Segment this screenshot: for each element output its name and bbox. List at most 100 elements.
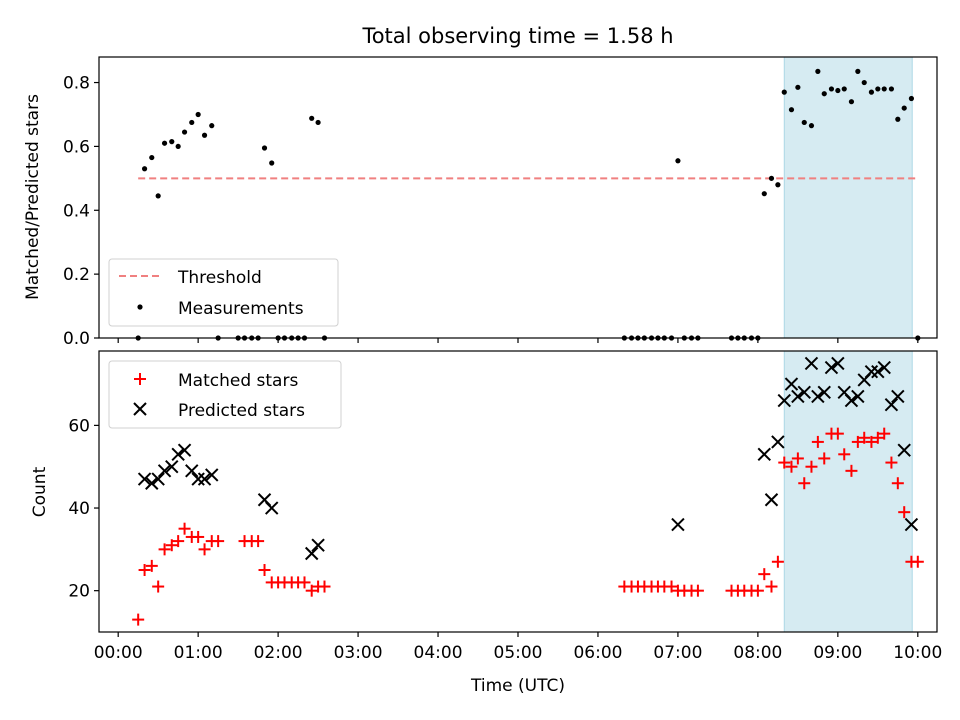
predicted-star-point — [864, 364, 879, 379]
matched-star-point — [845, 464, 858, 477]
x-tick-label: 05:00 — [494, 643, 543, 663]
measurement-point — [161, 140, 168, 146]
bottom-legend: Matched stars Predicted stars — [108, 360, 342, 429]
legend-matched-label: Matched stars — [178, 371, 298, 391]
matched-star-point — [831, 427, 844, 440]
predicted-star-point — [757, 447, 771, 462]
predicted-star-point — [871, 364, 885, 379]
legend-threshold-label: Threshold — [177, 268, 262, 288]
matched-star-point — [811, 435, 824, 448]
y-tick-label: 0.2 — [63, 265, 90, 285]
matched-star-point — [758, 568, 771, 581]
predicted-star-point — [797, 385, 811, 400]
y-tick-label: 60 — [68, 416, 90, 436]
matched-star-point — [911, 555, 924, 568]
predicted-star-point — [304, 546, 319, 561]
matched-star-point — [198, 543, 211, 556]
measurement-point — [788, 107, 795, 113]
predicted-star-point — [884, 398, 899, 412]
measurement-point — [888, 86, 895, 92]
measurement-point — [821, 91, 827, 97]
measurement-point — [815, 68, 821, 74]
matched-star-point — [178, 522, 191, 535]
top-panel: 0.00.20.40.60.8 Matched/Predicted stars … — [23, 56, 938, 349]
measurement-point — [848, 99, 855, 105]
y-tick-label: 0.8 — [63, 74, 90, 94]
matched-star-point — [212, 535, 225, 548]
measurement-point — [209, 123, 215, 129]
y-tick-label: 0.0 — [63, 329, 90, 349]
matched-star-point — [158, 543, 171, 556]
predicted-star-point — [165, 459, 179, 474]
matched-stars-points — [132, 427, 924, 626]
predicted-star-point — [897, 443, 911, 457]
predicted-star-point — [877, 360, 891, 375]
predicted-star-point — [824, 360, 839, 375]
predicted-star-point — [771, 435, 785, 449]
top-y-ticks: 0.0 0.2 0.4 0.6 0.8 — [63, 74, 99, 349]
measurement-point — [868, 89, 875, 95]
y-tick-label: 0.4 — [63, 201, 90, 221]
measurement-point — [675, 158, 681, 164]
x-tick-label: 06:00 — [573, 643, 622, 663]
bottom-x-ticks: 00:00 01:00 02:00 03:00 04:00 05:00 06:00 07:00… — [94, 632, 942, 663]
measurement-point — [201, 132, 208, 138]
predicted-star-point — [145, 476, 159, 490]
top-legend: Threshold Measurements — [108, 258, 339, 327]
measurement-point — [835, 87, 841, 94]
legend-predicted-label: Predicted stars — [178, 401, 305, 421]
predicted-star-point — [811, 389, 825, 404]
legend-measurements-swatch — [137, 304, 143, 310]
matched-star-point — [252, 535, 265, 548]
predicted-star-point — [197, 472, 212, 486]
y-tick-label: 20 — [68, 582, 90, 602]
matched-star-point — [798, 477, 811, 490]
figure-title: Total observing time = 1.58 h — [361, 24, 673, 48]
y-tick-label: 40 — [68, 499, 90, 519]
predicted-star-point — [831, 356, 845, 371]
measurement-point — [828, 86, 835, 92]
measurement-point — [195, 111, 201, 118]
matched-star-point — [298, 576, 311, 589]
matched-star-point — [865, 435, 878, 448]
x-tick-label: 04:00 — [414, 643, 463, 663]
measurement-point — [908, 95, 915, 102]
predicted-star-point — [904, 517, 919, 532]
predicted-star-point — [777, 393, 791, 408]
matched-star-point — [318, 580, 331, 593]
matched-star-point — [145, 559, 158, 572]
top-legend-box — [108, 258, 339, 327]
measurement-point — [269, 160, 275, 166]
measurement-point — [875, 86, 881, 92]
measurement-point — [841, 86, 847, 92]
measurement-point — [149, 154, 155, 161]
matched-star-point — [878, 427, 891, 440]
matched-star-point — [858, 431, 871, 444]
predicted-star-point — [191, 472, 205, 486]
predicted-star-point — [265, 501, 279, 515]
measurement-point — [855, 68, 861, 74]
x-tick-label: 07:00 — [653, 643, 702, 663]
measurement-point — [155, 193, 161, 199]
predicted-star-point — [844, 393, 859, 408]
legend-measurements-label: Measurements — [178, 299, 304, 319]
matched-star-point — [192, 530, 205, 543]
matched-star-point — [152, 580, 165, 593]
bottom-y-axis-label: Count — [30, 466, 50, 517]
measurement-point — [169, 139, 175, 145]
x-tick-label: 02:00 — [254, 643, 303, 663]
matched-star-point — [885, 456, 898, 469]
matched-star-point — [172, 535, 185, 548]
measurement-point — [781, 89, 787, 95]
matched-star-point — [785, 460, 798, 473]
bottom-y-ticks: 20 40 60 — [68, 416, 99, 602]
predicted-star-point — [311, 538, 325, 552]
measurement-point — [261, 145, 268, 151]
bottom-legend-box — [108, 360, 342, 429]
x-tick-label: 10:00 — [893, 643, 942, 663]
matched-star-point — [771, 555, 784, 568]
measurement-point — [801, 119, 807, 126]
measurement-point — [175, 143, 181, 150]
matched-star-point — [851, 435, 864, 448]
